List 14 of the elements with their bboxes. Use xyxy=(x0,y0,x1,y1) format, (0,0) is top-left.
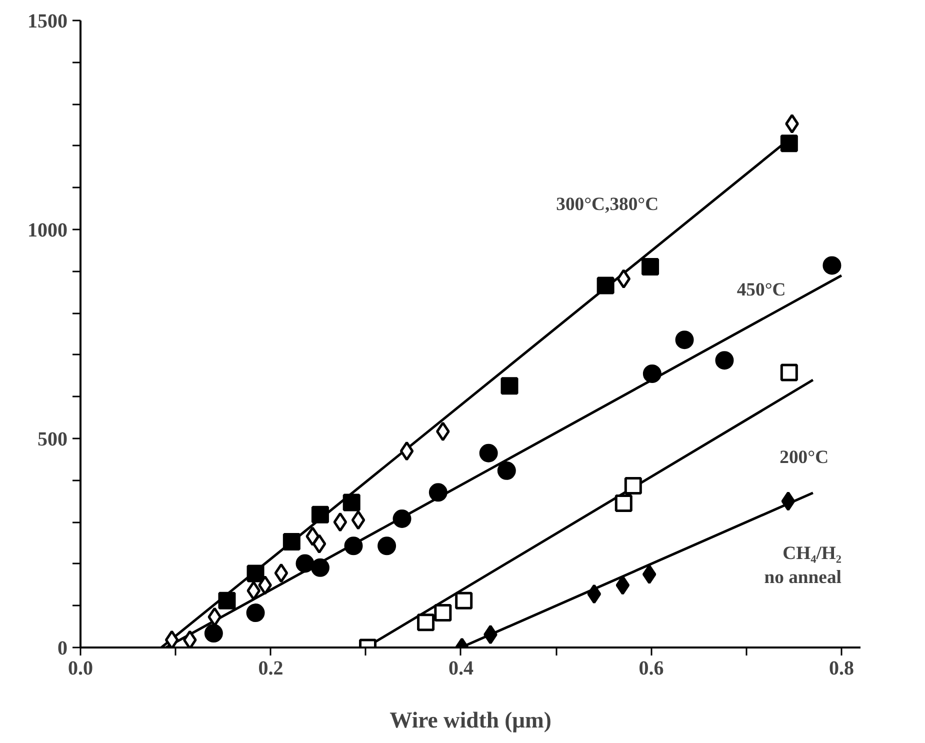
x-tick-label: 0.4 xyxy=(448,658,474,680)
y-tick-label: 1000 xyxy=(28,220,68,242)
annotation: 300°C,380°C xyxy=(556,194,659,215)
x-tick-label: 0.0 xyxy=(68,658,93,680)
annotation: CH₄/H₂ no anneal xyxy=(764,542,842,588)
x-axis-title: Wire width (μm) xyxy=(390,708,552,732)
x-tick-label: 0.6 xyxy=(638,658,664,680)
y-tick-label: 500 xyxy=(38,428,68,450)
annotation: 450°C xyxy=(736,280,786,301)
y-tick-label: 1500 xyxy=(28,10,68,32)
x-tick-label: 0.8 xyxy=(828,658,854,680)
x-tick-label: 0.2 xyxy=(258,658,284,680)
annotation: 200°C xyxy=(780,446,829,468)
y-tick-label: 0 xyxy=(58,638,68,660)
